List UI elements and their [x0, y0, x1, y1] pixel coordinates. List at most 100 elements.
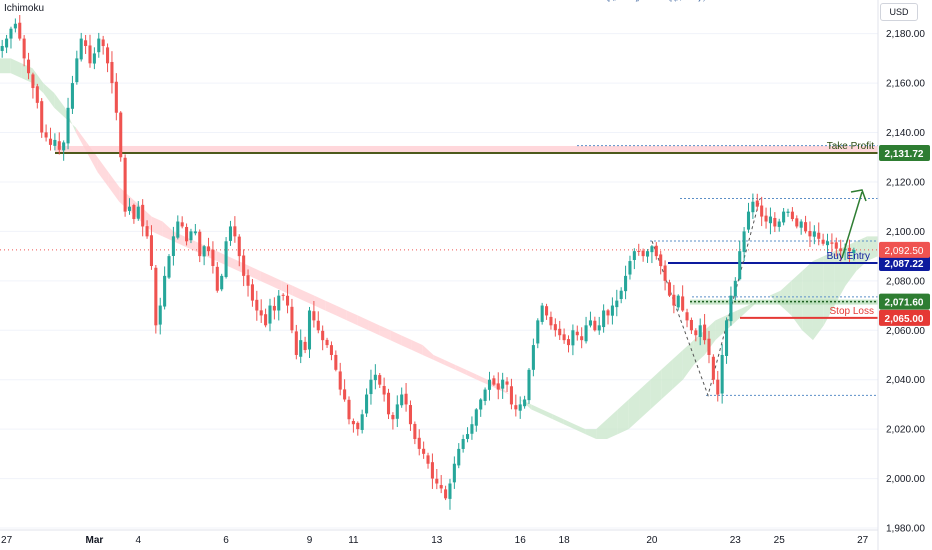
candle-body [659, 254, 663, 266]
candle [382, 377, 386, 402]
candle-body [566, 339, 571, 346]
x-tick-label: 13 [431, 535, 443, 546]
candle [299, 329, 303, 364]
cloud-segment [617, 399, 629, 435]
candle [615, 289, 619, 317]
candle [505, 377, 509, 392]
candle [681, 285, 685, 312]
y-axis[interactable]: 1,980.00 2,000.00 2,020.00 2,040.00 2,060.00… [877, 0, 930, 550]
candle-body [698, 325, 702, 337]
candle-body [84, 40, 88, 47]
candle-body [430, 462, 434, 479]
candle [588, 311, 592, 328]
candle-body [523, 399, 527, 407]
price-tag-label: 2,087.22 [885, 259, 924, 270]
candle [764, 207, 768, 229]
candle [698, 318, 702, 346]
candle [799, 219, 803, 235]
candle [92, 47, 96, 70]
candle [444, 485, 448, 501]
candle [812, 225, 816, 245]
currency-button[interactable]: USD [880, 3, 918, 21]
cloud-segment [607, 409, 618, 440]
candle [773, 212, 777, 233]
candle-body [681, 296, 685, 311]
candle-body [580, 336, 584, 341]
cloud-segment [97, 157, 109, 187]
candle [286, 284, 290, 314]
candle [242, 249, 246, 287]
candle-body [545, 306, 549, 316]
candle [18, 14, 22, 41]
candle-body [255, 299, 259, 311]
candle [136, 201, 140, 221]
candle [26, 52, 31, 80]
candle-body [79, 38, 83, 60]
candle [553, 318, 557, 337]
candle-body [492, 378, 496, 385]
candle [400, 387, 404, 408]
x-tick-label: 11 [348, 535, 359, 546]
candle-body [624, 275, 628, 292]
candle [88, 34, 92, 68]
candle-body [356, 422, 360, 430]
fib-label: 0.00% (2,113.33) [648, 0, 701, 2]
candle [637, 243, 641, 256]
candle [290, 298, 294, 334]
candle-body [452, 463, 456, 483]
candle-body [694, 330, 698, 336]
candle-body [417, 437, 421, 449]
cloud-segment [314, 295, 326, 311]
candle [53, 133, 57, 151]
candle-body [755, 200, 759, 207]
candle-body [645, 251, 650, 257]
candle-body [619, 290, 623, 300]
candle [250, 278, 254, 307]
candle [645, 249, 650, 263]
candle [228, 220, 233, 246]
candle-body [62, 142, 66, 151]
candle-body [189, 231, 193, 241]
candle [132, 203, 136, 224]
candle-body [158, 305, 162, 325]
candle [57, 132, 61, 155]
x-tick-label: 18 [559, 535, 571, 546]
candle [825, 233, 830, 253]
candle [549, 311, 553, 330]
candle [391, 412, 395, 430]
candle-body [106, 47, 110, 64]
candle-body [250, 284, 254, 301]
candle [123, 154, 127, 217]
cloud-segment [65, 107, 76, 133]
candle [321, 325, 325, 351]
candle-body [540, 305, 544, 322]
candle [509, 378, 513, 410]
candle [277, 290, 281, 321]
candle [351, 418, 355, 433]
cloud-segment [270, 275, 282, 291]
indicator-label[interactable]: Ichimoku [4, 3, 45, 14]
candle-body [834, 242, 838, 249]
cloud-segment [628, 389, 640, 430]
candle [281, 293, 285, 301]
candle-body [26, 59, 31, 74]
candle [777, 218, 781, 232]
x-axis[interactable]: 27 Mar 4 6 9 11 13 16 18 20 23 25 27 [0, 529, 878, 546]
candle [206, 237, 211, 256]
candle-body [821, 239, 825, 244]
candle [830, 233, 834, 253]
candle [369, 369, 373, 405]
cloud-segment [32, 68, 44, 93]
candle-body [531, 345, 535, 370]
candle [154, 265, 158, 334]
candle-body [307, 310, 312, 350]
candle-body [725, 320, 729, 356]
candle [808, 221, 812, 248]
candle [628, 255, 632, 280]
candle-body [18, 22, 22, 39]
candle [5, 34, 9, 54]
candle-body [839, 248, 843, 252]
candles [0, 14, 856, 510]
cloud-segment [292, 285, 304, 301]
